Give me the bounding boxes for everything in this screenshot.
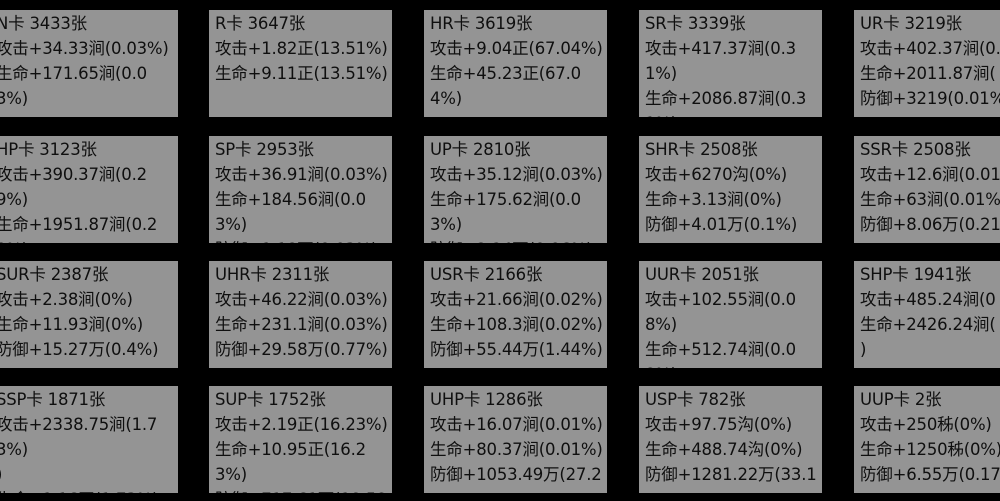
attack-stat: 攻击+9.04正(67.04%)	[430, 39, 603, 58]
card-title: UHP卡 1286张	[430, 390, 543, 409]
card-ssp: SSP卡 1871张 攻击+2338.75涧(1.73%) ) 生命+1.16正…	[0, 386, 178, 493]
card-title: UUR卡 2051张	[645, 265, 759, 284]
life-stat: 生命+1250秭(0%)	[860, 440, 1000, 459]
attack-stat: 攻击+485.24涧(0	[860, 290, 996, 309]
card-title: SUP卡 1752张	[215, 390, 326, 409]
life-stat: 生命+1.16正(1.73%)	[0, 487, 178, 493]
card-title: SUR卡 2387张	[0, 265, 109, 284]
card-title: UHR卡 2311张	[215, 265, 330, 284]
card-title: SHR卡 2508张	[645, 140, 758, 159]
life-stat: 生命+184.56涧(0.03%)	[215, 190, 366, 234]
defense-stat: 防御+6.55万(0.17	[860, 465, 1000, 484]
life-stat: 生命+3.13涧(0%)	[645, 190, 782, 209]
card-r: R卡 3647张 攻击+1.82正(13.51%) 生命+9.11正(13.51…	[209, 10, 392, 117]
life-stat: 生命+11.93涧(0%)	[0, 315, 144, 334]
attack-stat: 攻击+102.55涧(0.08%)	[645, 290, 796, 334]
card-title: SSR卡 2508张	[860, 140, 971, 159]
life-stat: 生命+2086.87涧(0.31%)	[645, 89, 807, 117]
defense-stat: 防御+15.27万(0.4%)	[0, 340, 159, 359]
life-stat: 生命+63涧(0.01%	[860, 190, 1000, 209]
card-usr: USR卡 2166张 攻击+21.66涧(0.02%) 生命+108.3涧(0.…	[424, 261, 607, 368]
wrapped-paren: )	[0, 462, 178, 487]
card-sr: SR卡 3339张 攻击+417.37涧(0.31%) 生命+2086.87涧(…	[639, 10, 822, 117]
defense-stat: 防御+8.06万(0.21	[860, 215, 1000, 234]
card-title: N卡 3433张	[0, 14, 87, 33]
attack-stat: 攻击+390.37涧(0.29%)	[0, 165, 147, 209]
card-title: R卡 3647张	[215, 14, 306, 33]
defense-stat: 防御+1.18万(0.03%)	[209, 237, 392, 243]
card-up: UP卡 2810张 攻击+35.12涧(0.03%) 生命+175.62涧(0.…	[424, 136, 607, 243]
card-shr: SHR卡 2508张 攻击+6270沟(0%) 生命+3.13涧(0%) 防御+…	[639, 136, 822, 243]
life-stat: 生命+231.1涧(0.03%)	[215, 315, 388, 334]
attack-stat: 攻击+36.91涧(0.03%)	[215, 165, 388, 184]
card-n: N卡 3433张 攻击+34.33涧(0.03%) 生命+171.65涧(0.0…	[0, 10, 178, 117]
card-title: UP卡 2810张	[430, 140, 531, 159]
attack-stat: 攻击+402.37涧(0.3	[860, 39, 1000, 58]
card-shp: SHP卡 1941张 攻击+485.24涧(0 生命+2426.24涧( )	[854, 261, 1000, 368]
card-usp: USP卡 782张 攻击+97.75沟(0%) 生命+488.74沟(0%) 防…	[639, 386, 822, 493]
life-stat: 生命+488.74沟(0%)	[645, 440, 803, 459]
defense-stat: 防御+2.24万(0.06%)	[424, 237, 607, 243]
attack-stat: 攻击+97.75沟(0%)	[645, 415, 793, 434]
life-stat: 生命+1951.87涧(0.29%)	[0, 215, 158, 243]
attack-stat: 攻击+34.33涧(0.03%)	[0, 39, 169, 58]
card-title: HR卡 3619张	[430, 14, 533, 33]
attack-stat: 攻击+250秭(0%)	[860, 415, 992, 434]
defense-stat: 防御+3219(0.01%	[860, 89, 1000, 108]
life-stat: 生命+9.11正(13.51%)	[215, 64, 388, 83]
life-stat: 生命+512.74涧(0.08%)	[645, 340, 796, 368]
card-uhr: UHR卡 2311张 攻击+46.22涧(0.03%) 生命+231.1涧(0.…	[209, 261, 392, 368]
attack-stat: 攻击+1.82正(13.51%)	[215, 39, 388, 58]
card-uhp: UHP卡 1286张 攻击+16.07涧(0.01%) 生命+80.37涧(0.…	[424, 386, 607, 493]
card-sur: SUR卡 2387张 攻击+2.38涧(0%) 生命+11.93涧(0%) 防御…	[0, 261, 178, 368]
defense-stat: 防御+55.44万(1.44%)	[430, 340, 603, 359]
defense-stat: 防御+1053.49万(27.2	[430, 465, 602, 484]
card-title: SP卡 2953张	[215, 140, 314, 159]
card-hp: HP卡 3123张 攻击+390.37涧(0.29%) 生命+1951.87涧(…	[0, 136, 178, 243]
card-title: USP卡 782张	[645, 390, 746, 409]
attack-stat: 攻击+12.6涧(0.01	[860, 165, 1000, 184]
card-title: HP卡 3123张	[0, 140, 97, 159]
card-title: UUP卡 2张	[860, 390, 942, 409]
defense-stat: 防御+4.01万(0.1%)	[645, 215, 798, 234]
attack-stat: 攻击+2.19正(16.23%)	[215, 415, 388, 434]
card-title: SHP卡 1941张	[860, 265, 972, 284]
card-title: UR卡 3219张	[860, 14, 962, 33]
attack-stat: 攻击+417.37涧(0.31%)	[645, 39, 796, 83]
card-uup: UUP卡 2张 攻击+250秭(0%) 生命+1250秭(0%) 防御+6.55…	[854, 386, 1000, 493]
attack-stat: 攻击+16.07涧(0.01%)	[430, 415, 603, 434]
card-ur: UR卡 3219张 攻击+402.37涧(0.3 生命+2011.87涧( 防御…	[854, 10, 1000, 117]
card-hr: HR卡 3619张 攻击+9.04正(67.04%) 生命+45.23正(67.…	[424, 10, 607, 117]
card-uur: UUR卡 2051张 攻击+102.55涧(0.08%) 生命+512.74涧(…	[639, 261, 822, 368]
attack-stat: 攻击+46.22涧(0.03%)	[215, 290, 388, 309]
attack-stat: 攻击+21.66涧(0.02%)	[430, 290, 603, 309]
wrapped-paren: )	[860, 340, 867, 359]
attack-stat: 攻击+35.12涧(0.03%)	[430, 165, 603, 184]
card-title: SSP卡 1871张	[0, 390, 106, 409]
attack-stat: 攻击+2338.75涧(1.73%)	[0, 415, 158, 459]
defense-stat: 防御+717.61万(18.58	[209, 487, 392, 493]
card-sup: SUP卡 1752张 攻击+2.19正(16.23%) 生命+10.95正(16…	[209, 386, 392, 493]
life-stat: 生命+175.62涧(0.03%)	[430, 190, 581, 234]
life-stat: 生命+2426.24涧(	[860, 315, 996, 334]
defense-stat: 防御+29.58万(0.77%)	[215, 340, 388, 359]
life-stat: 生命+10.95正(16.23%)	[215, 440, 366, 484]
life-stat: 生命+171.65涧(0.03%)	[0, 64, 147, 108]
attack-stat: 攻击+6270沟(0%)	[645, 165, 787, 184]
card-sp: SP卡 2953张 攻击+36.91涧(0.03%) 生命+184.56涧(0.…	[209, 136, 392, 243]
attack-stat: 攻击+2.38涧(0%)	[0, 290, 133, 309]
life-stat: 生命+80.37涧(0.01%)	[430, 440, 603, 459]
card-title: SR卡 3339张	[645, 14, 746, 33]
card-title: USR卡 2166张	[430, 265, 543, 284]
card-ssr: SSR卡 2508张 攻击+12.6涧(0.01 生命+63涧(0.01% 防御…	[854, 136, 1000, 243]
life-stat: 生命+2011.87涧(	[860, 64, 996, 83]
life-stat: 生命+45.23正(67.04%)	[430, 64, 581, 108]
life-stat: 生命+108.3涧(0.02%)	[430, 315, 603, 334]
defense-stat: 防御+1281.22万(33.1	[645, 465, 817, 484]
